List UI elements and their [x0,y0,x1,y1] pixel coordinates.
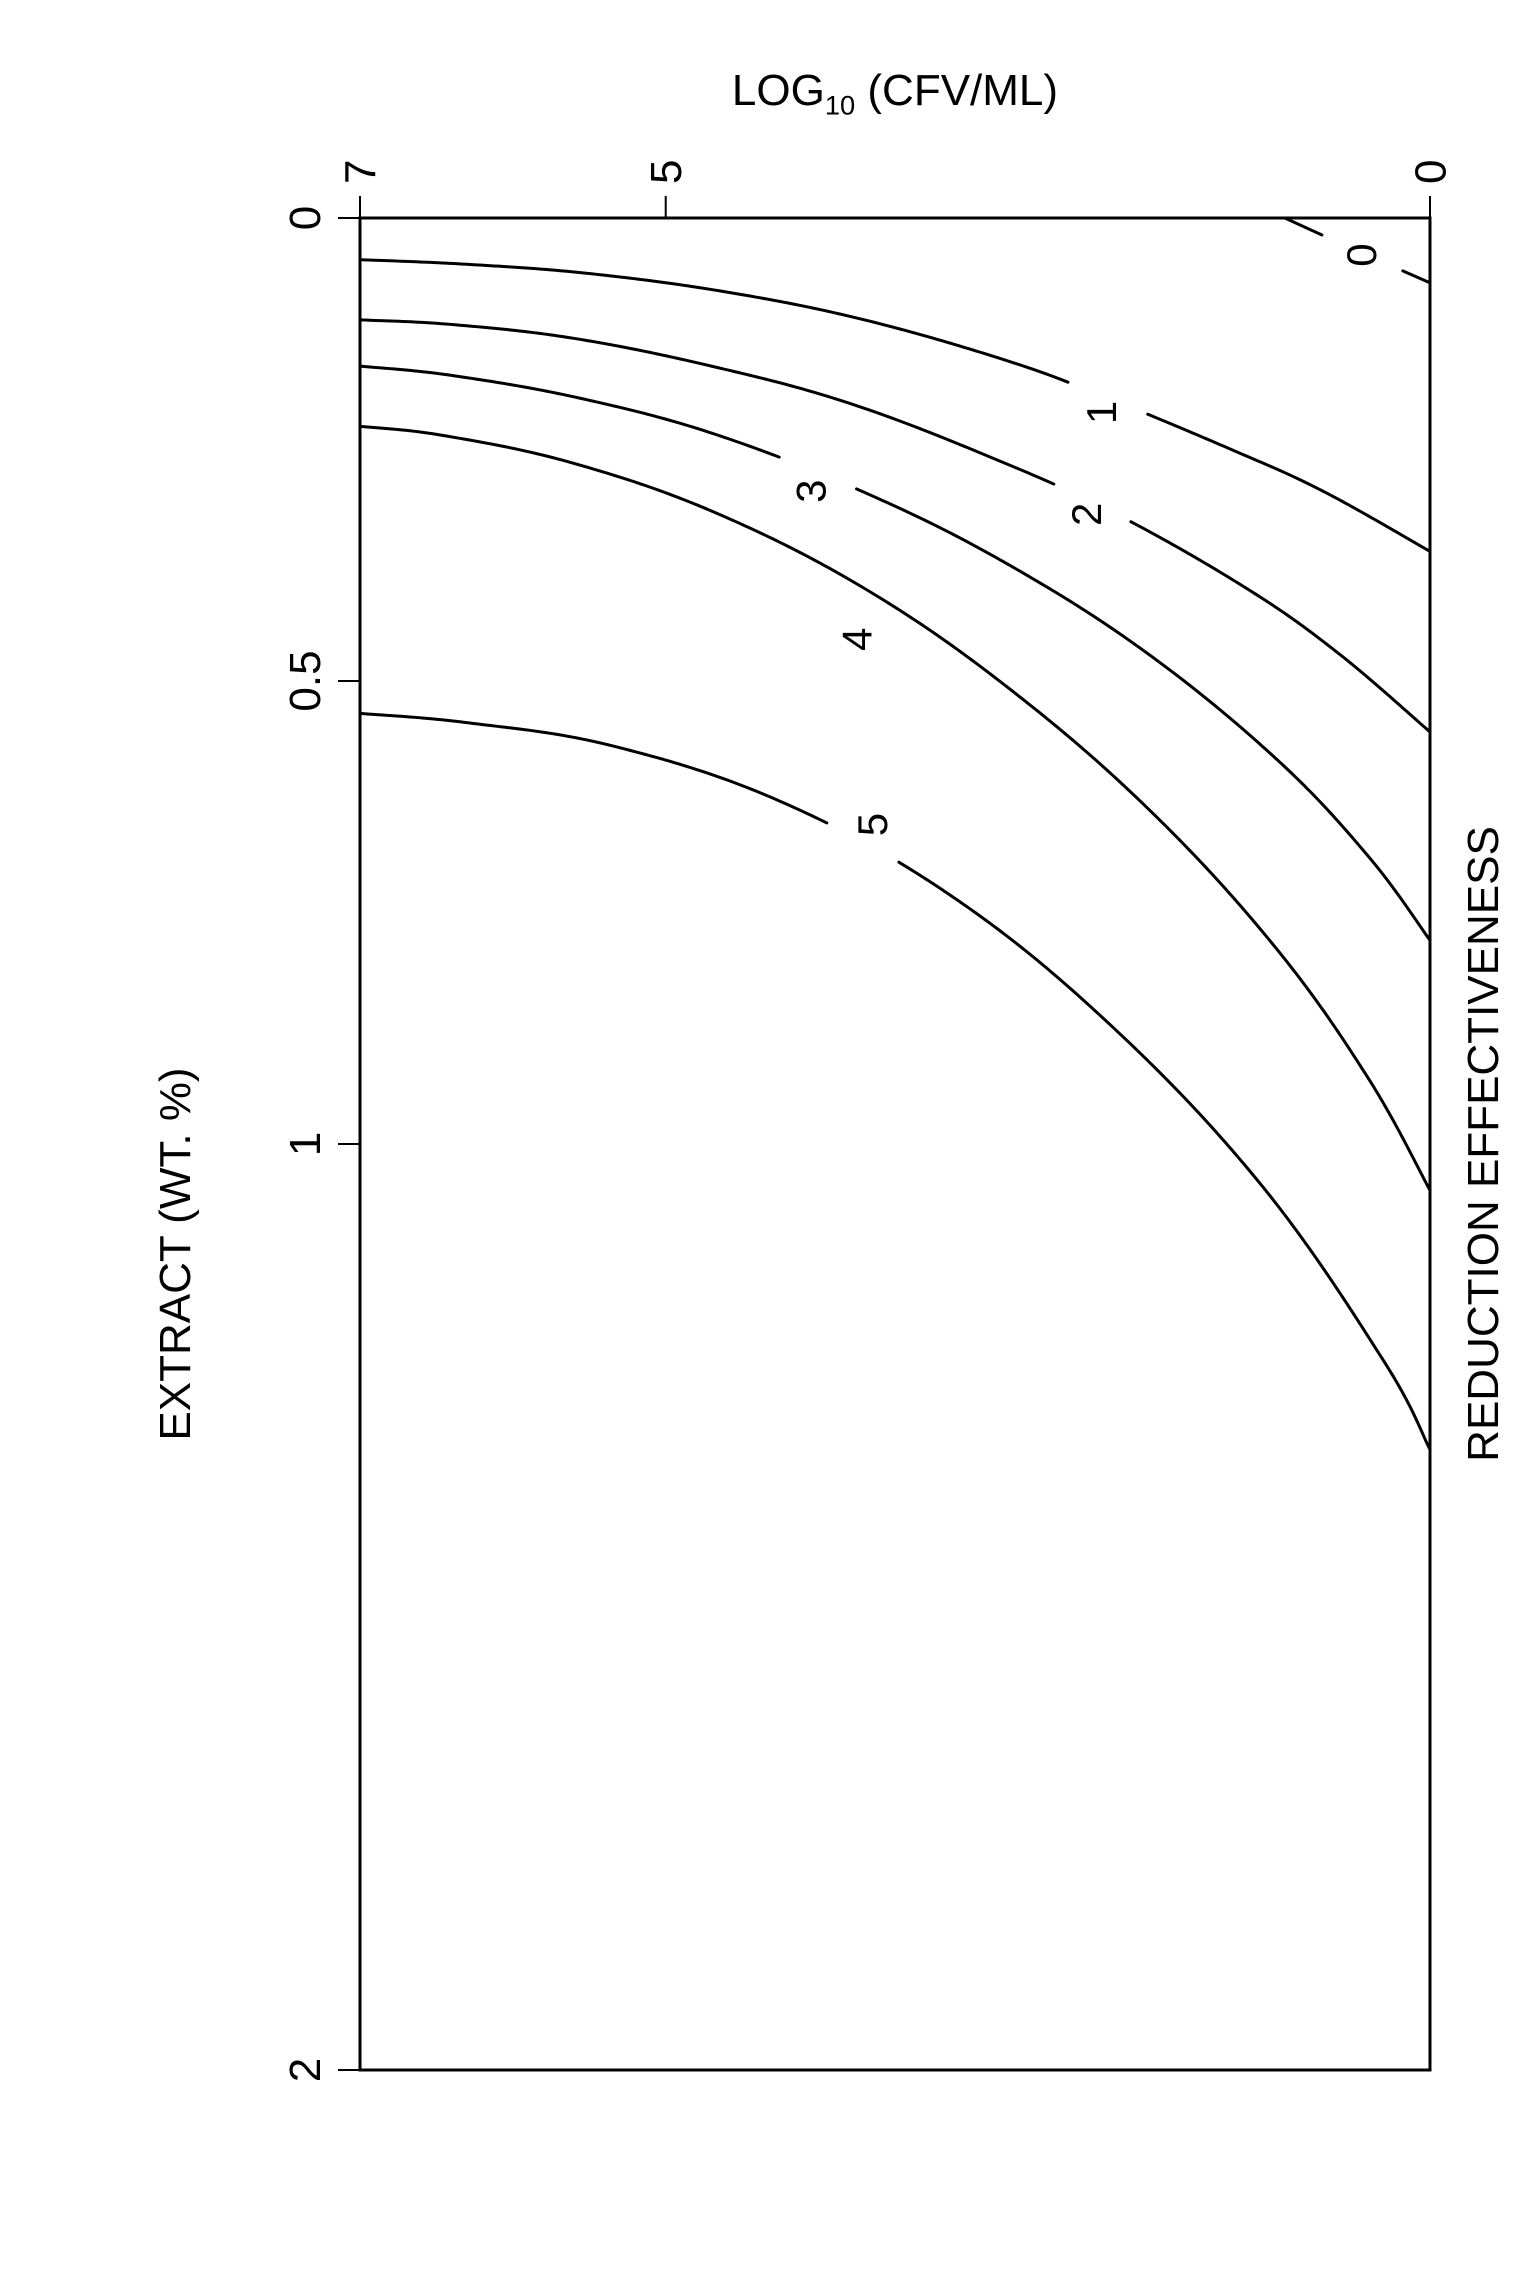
contour-line [360,426,1430,1190]
contour-label: 1 [1078,401,1125,424]
chart-title: REDUCTION EFFECTIVENESS [1459,826,1508,1462]
contour-line [1131,522,1430,732]
contour-label: 3 [788,479,835,502]
contour-line [360,366,779,457]
contour-line [1285,218,1322,235]
contour-line [1403,271,1430,283]
x-tick-label: 1 [281,1132,330,1156]
contour-line [857,489,1430,940]
contour-labels: 0 1 2 3 4 5 [788,243,1385,836]
x-axis-ticks: 0 0.5 1 2 [281,206,360,2082]
x-tick-label: 0 [281,206,330,230]
contour-line [360,713,827,823]
x-tick-label: 0.5 [281,650,330,711]
contour-label: 0 [1338,243,1385,266]
y-tick-label: 5 [642,160,691,184]
contour-line [899,862,1430,1449]
contour-line [1148,414,1430,551]
y-tick-label: 0 [1406,160,1455,184]
plot-border [360,218,1430,2070]
contour-line [360,260,1068,382]
y-tick-label: 7 [336,160,385,184]
contour-label: 2 [1063,503,1110,526]
x-axis-label: EXTRACT (WT. %) [151,1067,200,1440]
y-axis-ticks: 0 5 7 [336,160,1455,218]
contour-chart: 0 1 2 3 4 5 0 0.5 1 2 0 5 7 REDUCTION EFFECTIVENES… [0,0,1536,2292]
contour-label: 4 [833,628,880,651]
contour-label: 5 [849,813,896,836]
x-tick-label: 2 [281,2058,330,2082]
y-axis-label: LOG10 (CFV/ML) [732,66,1058,121]
